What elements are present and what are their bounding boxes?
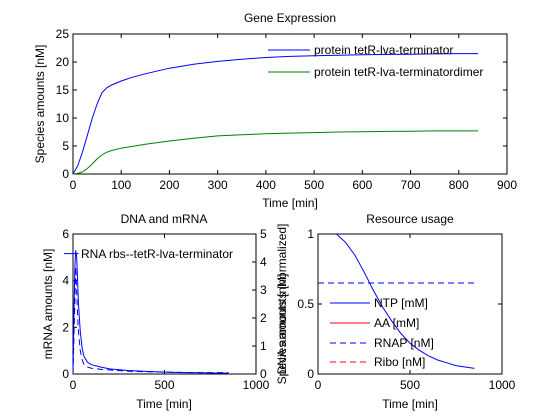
x-tick-label: 700 [401,178,421,192]
resource-usage-xlabel: Time [min] [382,397,438,411]
gene-expression-title: Gene Expression [244,11,336,25]
legend-label-protein: protein tetR-lva-terminator [314,43,453,57]
legend-label-ribo: Ribo [nM] [374,355,425,369]
y-right-tick-label: 0 [260,367,267,381]
resource-usage-title: Resource usage [366,212,454,226]
legend-label-aa: AA [mM] [374,316,419,330]
gene-expression-legend: protein tetR-lva-terminator protein tetR… [268,43,483,79]
y-tick-label: 2 [62,320,69,334]
y-tick-label: 0 [62,367,69,381]
dna-mrna-title: DNA and mRNA [121,212,208,226]
dna-mrna-xlabel: Time [min] [136,397,192,411]
x-tick-label: 800 [449,178,469,192]
y-tick-label: 4 [62,274,69,288]
gene-expression-axes [72,33,508,175]
series-line-0-1 [72,130,479,175]
y-tick-label: 0 [62,167,69,181]
dna-mrna-legend-label: RNA rbs--tetR-lva-terminator [81,247,233,261]
x-tick-label: 0 [70,378,77,392]
gene-expression-xlabel: Time [min] [262,196,318,210]
resource-usage-legend: NTP [mM] AA [mM] RNAP [nM] Ribo [nM] [330,296,434,369]
y-tick-label: 1 [307,227,314,241]
y-tick-label: 5 [62,139,69,153]
resource-usage-plot: Resource usage Time [min] 0 500 100000.51 … [297,212,515,411]
y-right-tick-label: 5 [260,227,267,241]
y-right-tick-label: 3 [260,283,267,297]
x-tick-label: 500 [304,178,324,192]
gene-expression-plot: Gene Expression Time [min] Species amoun… [33,11,517,210]
gene-expression-ylabel: Species amounts [nM] [33,45,47,164]
series-line-1-1 [72,266,229,375]
x-tick-label: 900 [497,178,517,192]
y-tick-label: 20 [56,55,70,69]
x-tick-label: 0 [70,178,77,192]
x-tick-label: 500 [154,378,174,392]
x-tick-label: 0 [315,378,322,392]
x-tick-label: 1000 [243,378,270,392]
dna-mrna-plot: DNA and mRNA Time [min] mRNA amounts [nM… [41,212,289,411]
x-tick-label: 400 [256,178,276,192]
dna-mrna-ylabel: mRNA amounts [nM] [41,249,55,360]
y-tick-label: 10 [56,111,70,125]
series-line-2-0 [336,233,475,369]
x-tick-label: 300 [208,178,228,192]
series-line-0-0 [72,53,479,175]
y-right-tick-label: 2 [260,311,267,325]
y-right-tick-label: 4 [260,255,267,269]
x-tick-label: 600 [352,178,372,192]
y-tick-label: 15 [56,83,70,97]
y-right-tick-label: 1 [260,339,267,353]
resource-usage-axes [317,233,503,375]
x-tick-label: 200 [159,178,179,192]
x-tick-label: 500 [400,378,420,392]
legend-label-rnap: RNAP [nM] [374,336,434,350]
x-tick-label: 100 [111,178,131,192]
dna-mrna-axes [72,233,257,375]
x-tick-label: 1000 [489,378,516,392]
dna-mrna-ylabel-right-overlap: DNA amounts [nM] [275,274,289,375]
series-line-1-0 [72,250,229,375]
legend-label-dimer: protein tetR-lva-terminatordimer [314,65,483,79]
y-tick-label: 25 [56,27,70,41]
legend-label-ntp: NTP [mM] [374,296,428,310]
y-tick-label: 0 [307,367,314,381]
y-tick-label: 0.5 [297,297,314,311]
dna-mrna-ylabel-right: Species amounts [normalized] [275,224,289,385]
y-tick-label: 6 [62,227,69,241]
